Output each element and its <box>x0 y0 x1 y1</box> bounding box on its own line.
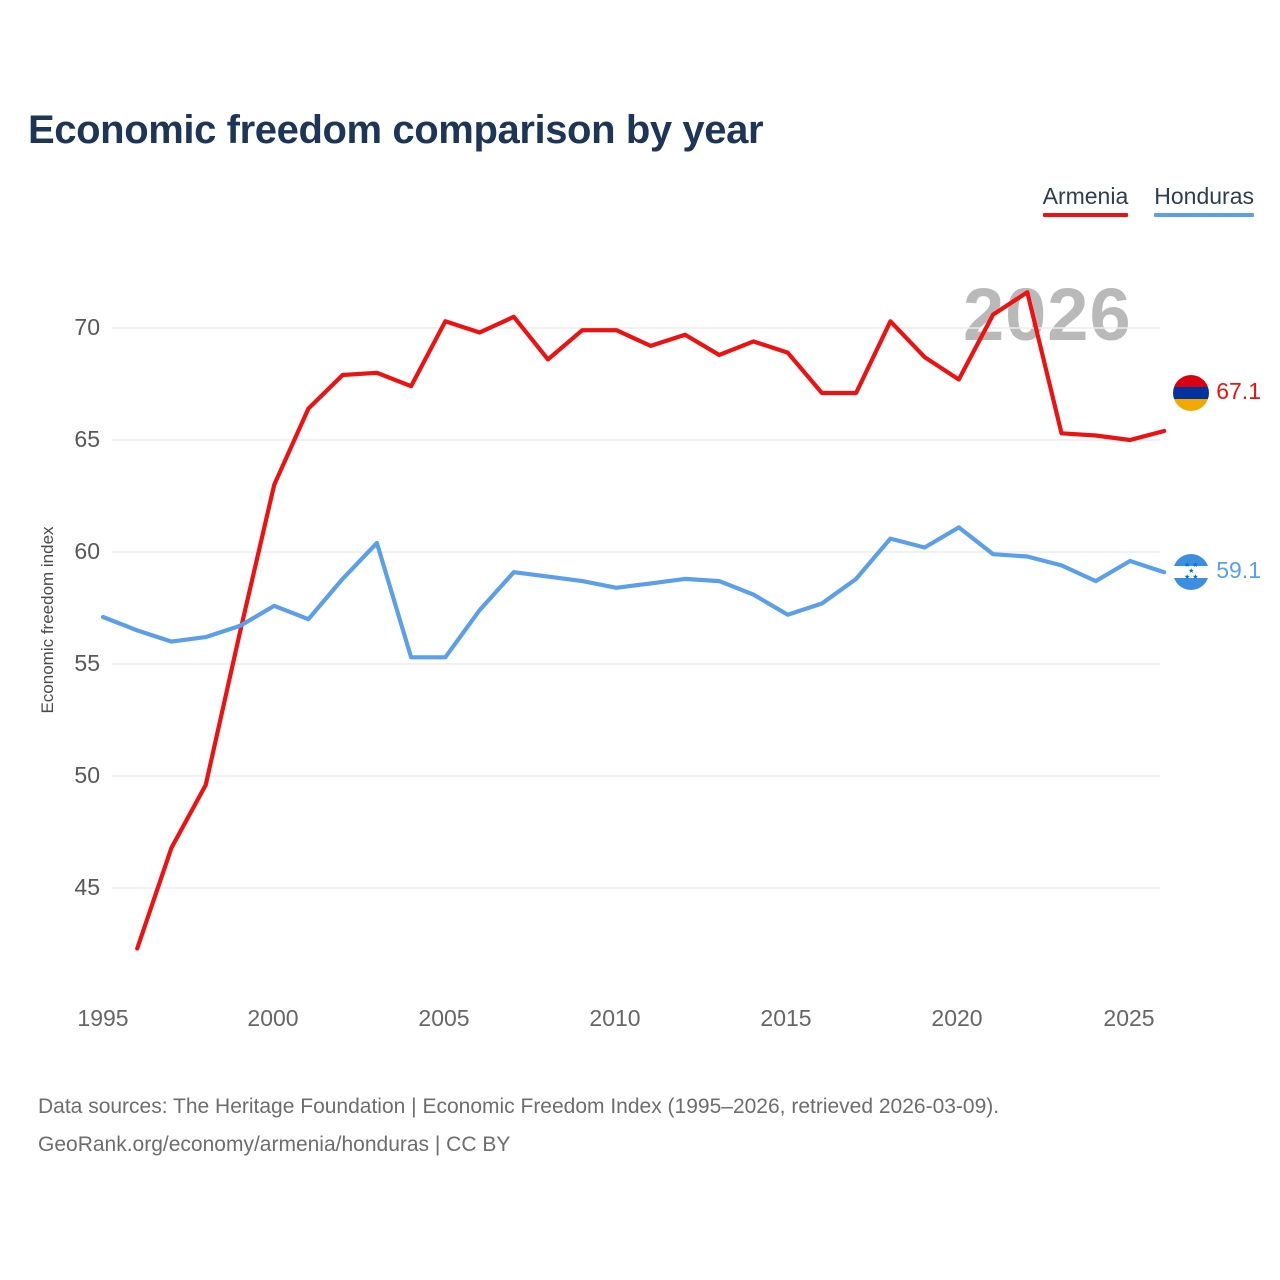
chart-title: Economic freedom comparison by year <box>28 108 764 152</box>
legend-rule-honduras <box>1154 213 1254 217</box>
legend-item-honduras[interactable]: Honduras <box>1154 183 1254 217</box>
footer-line-attribution: GeoRank.org/economy/armenia/honduras | C… <box>38 1133 511 1156</box>
x-tick-2000: 2000 <box>247 1005 299 1031</box>
honduras-stars: ★ ★ ★ ★ ★ <box>1183 562 1199 582</box>
x-tick-2025: 2025 <box>1103 1005 1155 1031</box>
armenia-flag-icon <box>1173 374 1210 411</box>
y-tick-50: 50 <box>74 762 100 788</box>
footer-line-sources: Data sources: The Heritage Foundation | … <box>38 1095 1000 1118</box>
x-tick-1995: 1995 <box>77 1005 129 1031</box>
x-tick-2010: 2010 <box>589 1005 641 1031</box>
honduras-end-value: 59.1 <box>1216 557 1261 584</box>
y-tick-45: 45 <box>74 874 100 900</box>
y-tick-70: 70 <box>74 314 100 340</box>
honduras-flag-icon: ★ ★ ★ ★ ★ <box>1173 554 1210 591</box>
series-line-honduras[interactable] <box>100 525 1167 660</box>
x-tick-2020: 2020 <box>931 1005 983 1031</box>
y-tick-65: 65 <box>74 426 100 452</box>
legend-rule-armenia <box>1042 213 1129 217</box>
y-tick-60: 60 <box>74 538 100 564</box>
series-line-armenia[interactable] <box>135 290 1167 951</box>
legend-label-armenia: Armenia <box>1042 183 1129 209</box>
legend-item-armenia[interactable]: Armenia <box>1042 183 1129 217</box>
chart-legend: Armenia Honduras <box>1042 183 1254 217</box>
armenia-end-value: 67.1 <box>1216 377 1261 404</box>
chart-footer: Data sources: The Heritage Foundation | … <box>38 1088 999 1164</box>
legend-label-honduras: Honduras <box>1154 183 1254 209</box>
y-tick-55: 55 <box>74 650 100 676</box>
x-tick-2005: 2005 <box>418 1005 470 1031</box>
x-tick-2015: 2015 <box>760 1005 812 1031</box>
